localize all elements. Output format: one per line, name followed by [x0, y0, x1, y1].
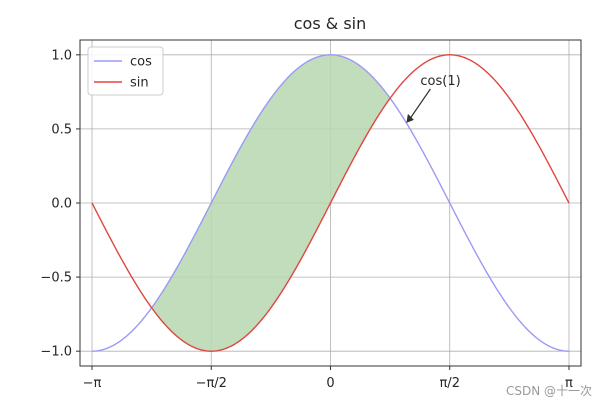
- y-tick-label: −0.5: [40, 271, 72, 286]
- annotation-label: cos(1): [420, 74, 460, 89]
- annotation-arrow-shaft: [407, 88, 431, 122]
- y-tick-label: 1.0: [51, 48, 72, 63]
- annotation-arrowhead: [406, 113, 414, 123]
- y-tick-label: −1.0: [40, 345, 72, 360]
- x-tick-label: 0: [326, 376, 334, 391]
- series-line-sin: [91, 54, 570, 352]
- x-tick-label: π: [565, 376, 573, 391]
- fill-between-region: [151, 54, 391, 352]
- chart-title: cos & sin: [294, 14, 367, 33]
- legend-label-sin: sin: [130, 76, 149, 91]
- legend-box: [87, 46, 164, 96]
- x-tick-label: −π: [83, 376, 102, 391]
- series-line-cos: [92, 54, 569, 352]
- x-tick-label: π/2: [439, 376, 459, 391]
- watermark-text: CSDN @十一次: [505, 384, 592, 398]
- plot-area: −π −π/2 0 π/2 π −1.0 −0.5 0.0 0.5 1.0 cos(1) cos sin: [40, 39, 582, 391]
- y-tick-label: 0.5: [51, 122, 72, 137]
- x-tick-label: −π/2: [196, 376, 227, 391]
- legend-label-cos: cos: [130, 55, 152, 70]
- y-tick-label: 0.0: [51, 197, 72, 212]
